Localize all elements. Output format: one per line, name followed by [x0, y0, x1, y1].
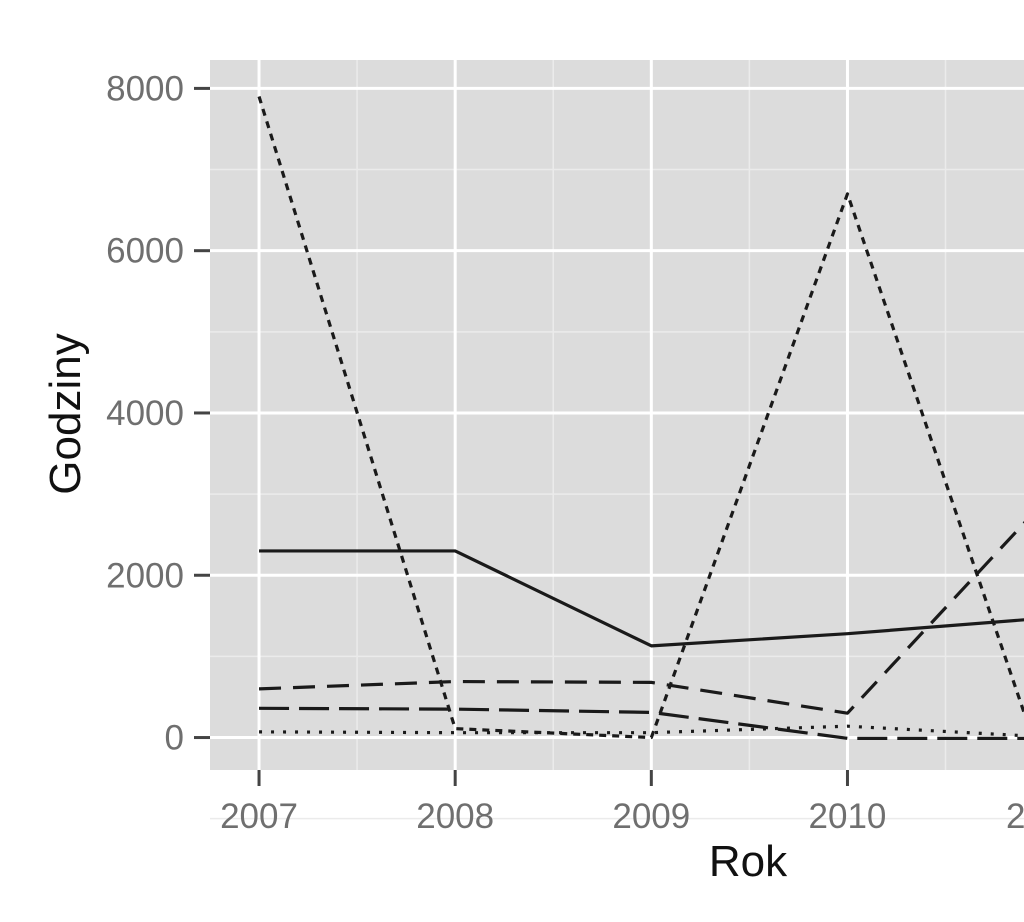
x-tick-label: 2011 [1006, 797, 1024, 836]
series-line-5 [257, 96, 1024, 740]
y-tick-label: 4000 [106, 394, 184, 433]
x-tick-label: 2010 [809, 797, 887, 836]
y-tick-label: 8000 [106, 69, 184, 108]
y-tick-label: 2000 [106, 556, 184, 595]
y-axis-title: Godziny [41, 333, 90, 494]
y-tick-label: 0 [165, 719, 184, 758]
major-grid [210, 60, 1024, 770]
x-tick-label: 2008 [416, 797, 494, 836]
x-axis-title: Rok [709, 837, 788, 886]
x-tick-label: 2007 [220, 797, 298, 836]
y-tick-label: 6000 [106, 232, 184, 271]
x-tick-labels: 2007 2008 2009 2010 2011 [220, 797, 1024, 836]
series-line-3 [259, 706, 1024, 740]
axis-ticks [194, 86, 849, 786]
series-line-1 [259, 549, 1024, 648]
x-tick-label: 2009 [612, 797, 690, 836]
series-layer [257, 96, 1024, 740]
minor-grid [210, 60, 1024, 820]
series-line-2 [258, 520, 1024, 715]
plot-panel [210, 60, 1024, 770]
y-tick-labels: 0 2000 4000 6000 8000 [106, 69, 184, 757]
